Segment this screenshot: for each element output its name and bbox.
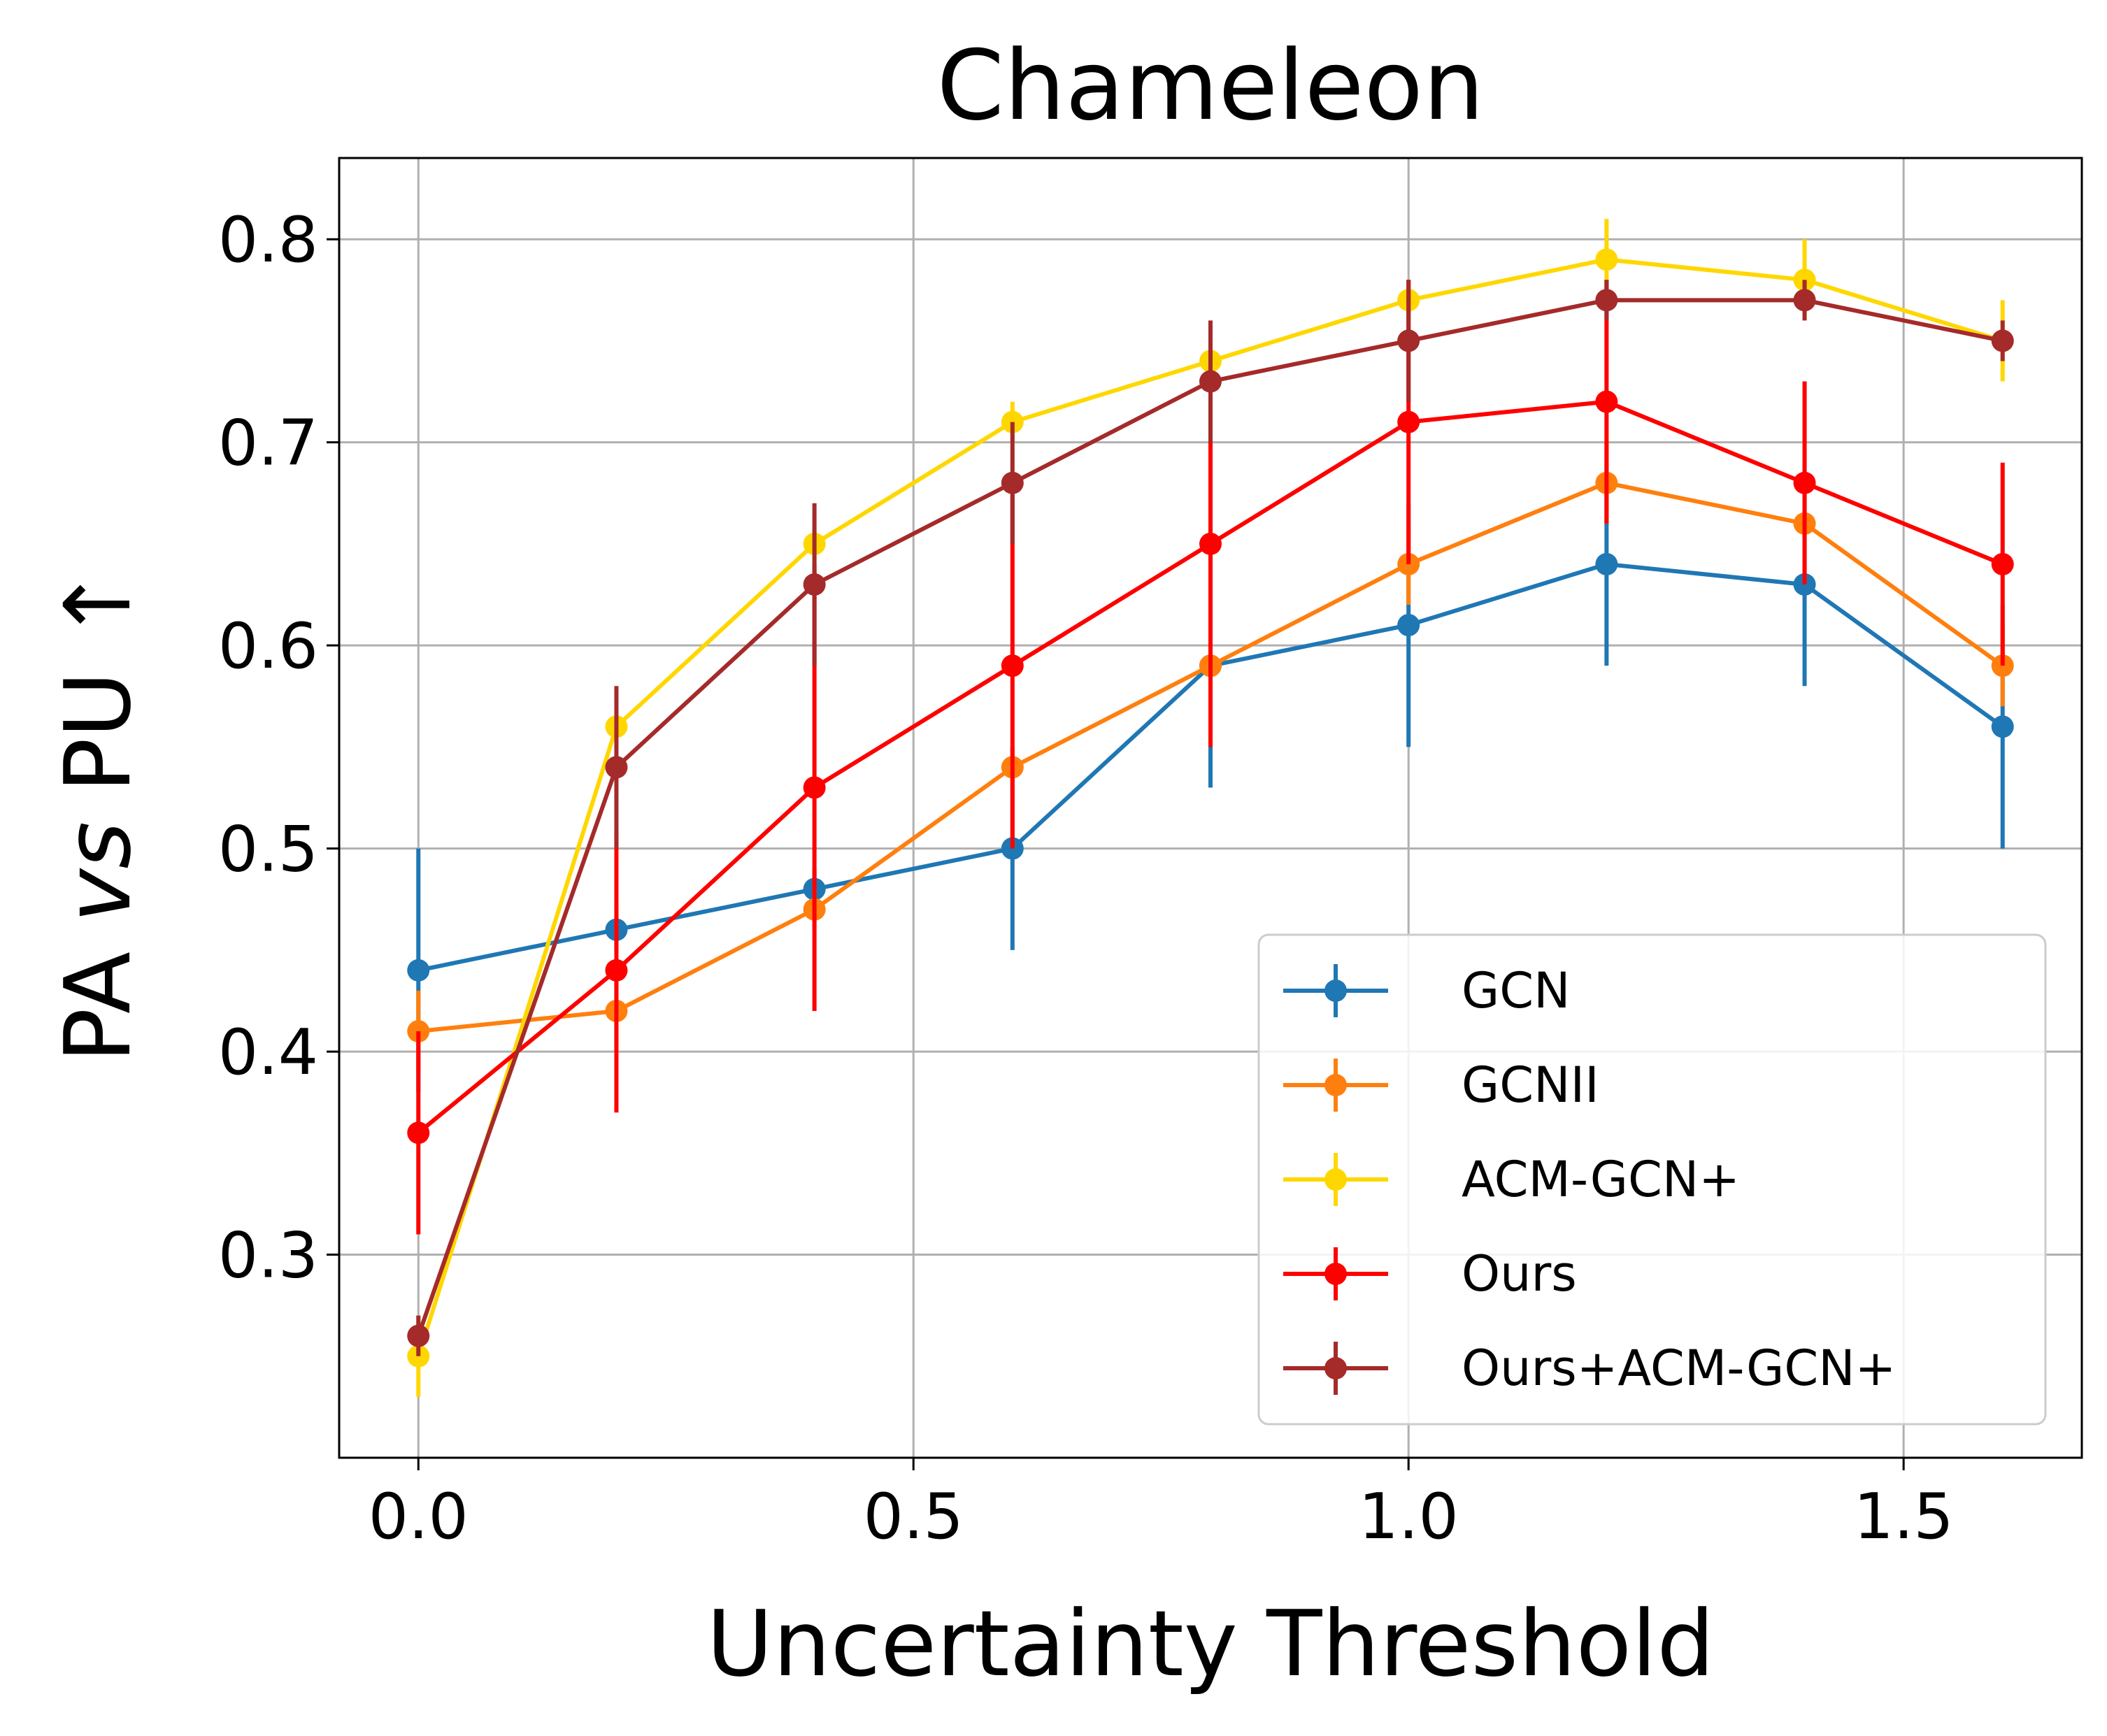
axis-ticks: 0.0 0.5 1.0 1.5 0.3 0.4 0.5 0.6 0.7 0.8: [218, 203, 1954, 1554]
legend-label: GCN: [1462, 962, 1570, 1019]
legend-item: Ours+ACM-GCN+: [1283, 1340, 1896, 1397]
data-point: [1001, 471, 1024, 494]
y-axis-label-right: PU ↑: [45, 566, 151, 822]
data-point: [407, 959, 430, 982]
y-tick-label: 0.4: [218, 1016, 318, 1089]
legend-label: GCNII: [1462, 1056, 1599, 1114]
x-tick-label: 0.0: [369, 1480, 469, 1554]
data-point: [1001, 654, 1024, 677]
data-point: [1595, 552, 1618, 575]
plot-area: [407, 219, 2014, 1397]
legend-label: Ours+ACM-GCN+: [1462, 1340, 1896, 1397]
y-tick-label: 0.3: [218, 1219, 318, 1293]
data-point: [1397, 329, 1420, 352]
data-point: [1595, 289, 1618, 312]
x-tick-label: 0.5: [864, 1480, 964, 1554]
data-point: [1595, 248, 1618, 271]
x-tick-label: 1.0: [1359, 1480, 1459, 1554]
y-axis-label-italic: vs: [45, 822, 151, 923]
data-point: [407, 1324, 430, 1347]
data-point: [1199, 370, 1222, 393]
chart-title: Chameleon: [937, 29, 1485, 142]
legend-label: Ours: [1462, 1245, 1577, 1303]
x-tick-label: 1.5: [1854, 1480, 1954, 1554]
legend-item: GCNII: [1283, 1056, 1599, 1114]
legend-label: ACM-GCN+: [1462, 1151, 1740, 1208]
legend-item: ACM-GCN+: [1283, 1151, 1740, 1208]
data-point: [407, 1121, 430, 1145]
legend-marker: [1324, 1074, 1347, 1096]
data-point: [1397, 410, 1420, 433]
legend-marker: [1324, 1357, 1347, 1379]
data-point: [1199, 532, 1222, 555]
y-tick-label: 0.8: [218, 203, 318, 277]
legend-box: [1257, 933, 2047, 1426]
y-tick-label: 0.7: [218, 407, 318, 480]
data-point: [803, 776, 826, 799]
legend: GCN GCNII ACM-GCN+ Ours Ours+ACM-GCN+: [1257, 933, 2047, 1426]
y-tick-label: 0.6: [218, 610, 318, 683]
legend-marker: [1324, 980, 1347, 1002]
data-point: [1793, 289, 1816, 312]
data-point: [1991, 552, 2014, 575]
data-point: [1793, 471, 1816, 494]
data-point: [1595, 390, 1618, 413]
y-tick-label: 0.5: [218, 813, 318, 887]
data-point: [1397, 614, 1420, 637]
data-point: [1991, 715, 2014, 738]
legend-item: GCN: [1283, 962, 1570, 1019]
x-axis-label: Uncertainty Threshold: [706, 1591, 1715, 1697]
legend-marker: [1324, 1263, 1347, 1285]
data-point: [605, 756, 628, 779]
series-ours-acm-gcn-: [407, 280, 2014, 1356]
legend-item: Ours: [1283, 1245, 1577, 1303]
legend-marker: [1324, 1168, 1347, 1191]
plot-frame: [338, 157, 2083, 1459]
data-point: [803, 573, 826, 596]
data-point: [605, 959, 628, 982]
y-axis-label-left: PA: [45, 923, 151, 1063]
y-axis-label: PA vs PU ↑: [45, 566, 151, 1063]
data-point: [1991, 329, 2014, 352]
